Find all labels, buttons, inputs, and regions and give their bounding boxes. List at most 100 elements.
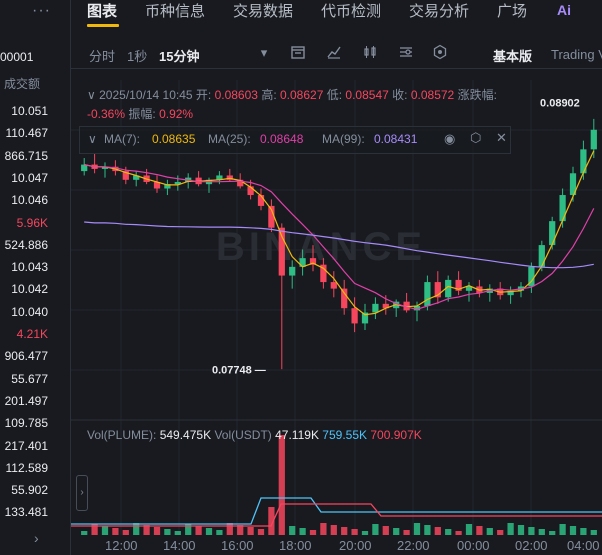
volume-bar bbox=[455, 531, 462, 535]
volume-bar bbox=[91, 524, 98, 535]
tab-token-info[interactable]: 币种信息 bbox=[145, 3, 206, 20]
volume-bar bbox=[424, 525, 431, 535]
candle-body bbox=[299, 258, 306, 267]
volume-bar bbox=[237, 525, 244, 535]
x-axis-tick: 16:00 bbox=[221, 538, 254, 553]
volume-bar bbox=[445, 529, 452, 535]
tab-token-check[interactable]: 代币检测 bbox=[321, 3, 382, 20]
candle-body bbox=[247, 186, 254, 196]
x-axis-tick: 04:00 bbox=[567, 538, 600, 553]
volume-bar bbox=[372, 524, 379, 535]
eye-icon[interactable]: ◉ bbox=[444, 131, 456, 146]
volume-bar bbox=[517, 525, 525, 535]
volume-bar bbox=[101, 526, 109, 535]
candle-body bbox=[465, 286, 473, 291]
volume-ma2-line bbox=[71, 503, 602, 527]
expand-arrow-icon[interactable]: › bbox=[76, 475, 88, 511]
indicator-icon[interactable] bbox=[325, 44, 343, 62]
volume-bar bbox=[278, 435, 285, 535]
volume-bar bbox=[559, 524, 566, 535]
chart-toolbar: 分时 1秒 15分钟 ▾ 基本版 Trading V bbox=[71, 38, 602, 69]
collapse-icon[interactable]: ∨ bbox=[87, 88, 100, 102]
tab-square[interactable]: 广场 bbox=[497, 3, 528, 20]
tab-chart[interactable]: 图表 bbox=[87, 3, 118, 20]
candle-style-icon[interactable] bbox=[361, 44, 379, 62]
market-list-panel: ··· 00001 成交额 10.051 110.467 866.715 10.047… bbox=[0, 0, 71, 555]
candle-body bbox=[226, 175, 233, 180]
chevron-down-icon[interactable]: ∨ bbox=[88, 132, 97, 146]
candle-body bbox=[268, 205, 275, 228]
turnover-value: 217.401 bbox=[4, 438, 48, 453]
candle-body bbox=[549, 221, 556, 246]
chart-panel: 图表 币种信息 交易数据 代币检测 交易分析 广场 Ai 分时 1秒 15分钟 … bbox=[71, 0, 602, 555]
dots-icon[interactable]: ··· bbox=[32, 2, 51, 19]
close-icon[interactable]: ✕ bbox=[496, 130, 507, 145]
turnover-value: 906.477 bbox=[4, 349, 48, 364]
volume-bar bbox=[174, 531, 181, 535]
candle-body bbox=[237, 179, 244, 187]
x-axis-tick: 22:00 bbox=[397, 538, 430, 553]
volume-bar bbox=[205, 528, 213, 535]
candlestick-chart[interactable]: BINANCE 0.07748 — 0.08902 bbox=[71, 80, 602, 555]
vol-ma2-value: 700.907K bbox=[370, 428, 422, 442]
ohlc-datetime: 2025/10/14 10:45 bbox=[99, 88, 193, 102]
tradingview-button[interactable]: Trading V bbox=[551, 47, 602, 62]
pair-suffix: 00001 bbox=[0, 50, 34, 64]
low-marker-label: 0.07748 — bbox=[212, 365, 266, 377]
watermark: BINANCE bbox=[216, 225, 426, 269]
turnover-value: 133.481 bbox=[4, 505, 48, 520]
turnover-value: 10.051 bbox=[11, 104, 48, 118]
volume-bar bbox=[434, 527, 441, 535]
interval-15m[interactable]: 15分钟 bbox=[159, 49, 200, 64]
volume-bar bbox=[382, 526, 389, 535]
turnover-value: 10.046 bbox=[11, 193, 48, 208]
candle-body bbox=[257, 195, 265, 206]
settings-icon[interactable] bbox=[397, 44, 415, 62]
x-axis-tick: 20:00 bbox=[339, 538, 372, 553]
ai-button[interactable]: Ai bbox=[557, 2, 571, 18]
calendar-icon[interactable] bbox=[289, 44, 307, 62]
volume-bar bbox=[289, 526, 296, 535]
volume-bar bbox=[309, 530, 317, 535]
candle-body bbox=[445, 279, 452, 298]
candle-body bbox=[164, 184, 171, 189]
basic-version-button[interactable]: 基本版 bbox=[493, 49, 533, 64]
interval-1s[interactable]: 1秒 bbox=[127, 49, 148, 64]
candle-body bbox=[434, 282, 441, 298]
candle-body bbox=[133, 175, 140, 180]
high-label: 高: bbox=[261, 88, 277, 102]
settings-icon[interactable]: ⬡ bbox=[470, 130, 482, 145]
x-axis-tick: 18:00 bbox=[279, 538, 312, 553]
interval-timeshare[interactable]: 分时 bbox=[89, 49, 116, 64]
open-value: 0.08603 bbox=[214, 88, 258, 102]
amplitude-value: 0.92% bbox=[159, 107, 194, 121]
volume-bar bbox=[143, 525, 150, 535]
chevron-right-icon[interactable]: › bbox=[34, 530, 39, 546]
candle-body bbox=[309, 258, 317, 265]
low-label: 低: bbox=[326, 88, 343, 102]
candle-body bbox=[372, 303, 379, 313]
volume-bar bbox=[465, 524, 473, 535]
ma99-label: MA(99): bbox=[322, 132, 365, 146]
dropdown-caret-icon[interactable]: ▾ bbox=[260, 45, 268, 60]
volume-bar bbox=[341, 527, 348, 535]
turnover-value: 10.043 bbox=[11, 260, 48, 275]
volume-bar bbox=[580, 528, 587, 535]
volume-bar bbox=[507, 523, 514, 535]
volume-bar bbox=[122, 530, 129, 535]
volume-bar bbox=[81, 531, 88, 535]
turnover-value: 201.497 bbox=[4, 393, 48, 408]
volume-bar bbox=[226, 523, 233, 535]
tab-trade-data[interactable]: 交易数据 bbox=[233, 3, 294, 20]
turnover-value: 866.715 bbox=[4, 148, 48, 163]
volume-bar bbox=[413, 523, 421, 535]
candle-body bbox=[361, 312, 369, 324]
candle-body bbox=[289, 266, 296, 276]
ma25-value: 0.08648 bbox=[260, 132, 304, 146]
tab-trade-analysis[interactable]: 交易分析 bbox=[409, 3, 470, 20]
volume-bar bbox=[320, 523, 327, 535]
ma25-line bbox=[84, 164, 595, 310]
volume-bar bbox=[528, 527, 535, 535]
hexagon-icon[interactable] bbox=[431, 44, 449, 62]
volume-ma1-line bbox=[71, 497, 602, 525]
